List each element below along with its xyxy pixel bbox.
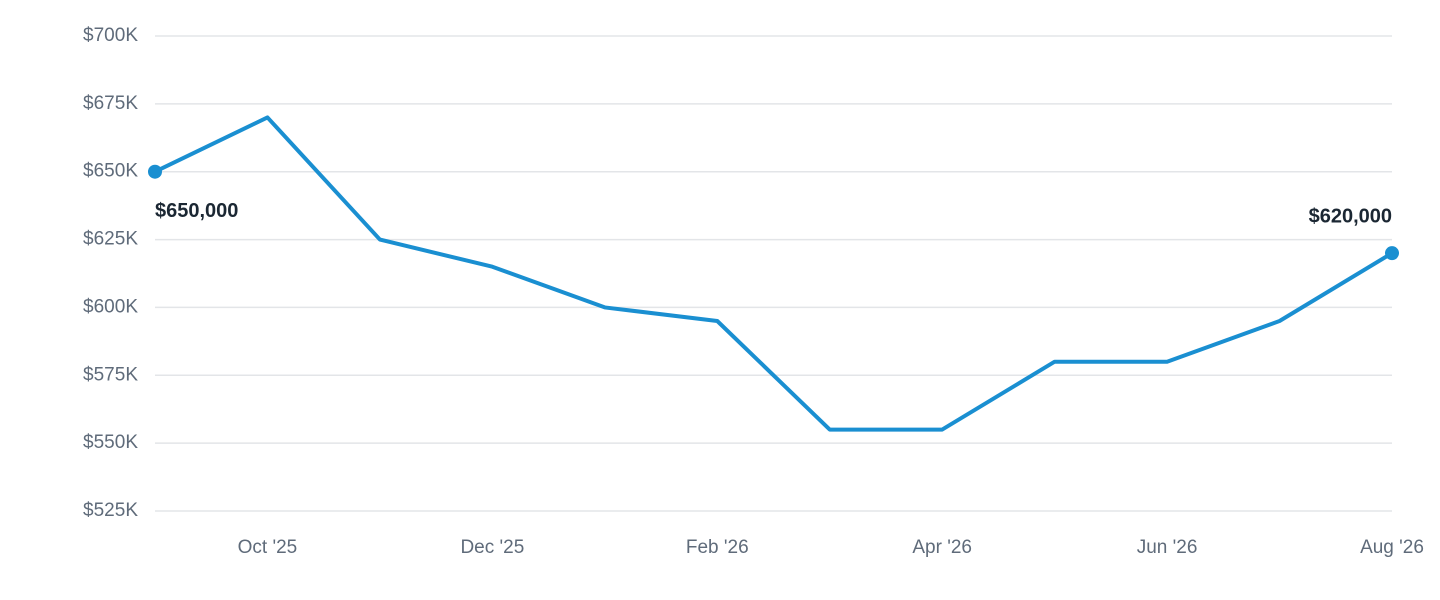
data-line [154,115,1394,432]
y-tick-label: $625K [83,229,138,250]
value-label: $650,000 [155,200,238,222]
endpoint-dot [1385,246,1399,261]
y-tick-label: $700K [83,25,138,46]
x-tick-label: Jun '26 [1137,537,1198,558]
y-tick-label: $600K [83,296,138,317]
y-tick-label: $650K [83,161,138,182]
x-tick-label: Oct '25 [238,537,298,558]
x-tick-label: Apr '26 [912,537,972,558]
x-tick-label: Feb '26 [686,537,749,558]
y-tick-label: $525K [83,500,138,521]
value-label: $620,000 [1309,205,1392,227]
y-tick-label: $675K [83,93,138,114]
y-tick-label: $550K [83,432,138,453]
y-tick-label: $575K [83,364,138,385]
x-tick-label: Aug '26 [1360,537,1424,558]
x-tick-label: Dec '25 [460,537,524,558]
endpoint-dot [148,164,162,179]
